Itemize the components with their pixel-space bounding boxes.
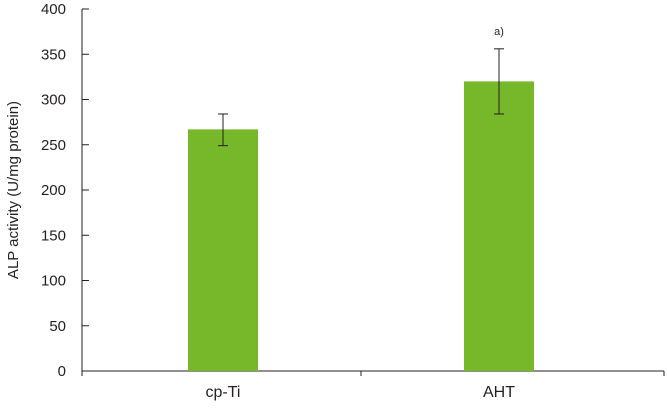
- y-tick-label: 150: [41, 227, 66, 244]
- x-category-label: cp-Ti: [206, 384, 241, 401]
- annotations: a): [494, 26, 504, 38]
- x-axis-category-labels: cp-Ti AHT: [206, 384, 516, 401]
- y-axis-ticks: 0 50 100 150 200 250 300 350 400: [41, 1, 89, 380]
- bar-aht: [464, 81, 534, 372]
- y-tick-label: 100: [41, 273, 66, 290]
- y-tick-label: 200: [41, 182, 66, 199]
- bars: [188, 81, 534, 372]
- y-tick-label: 0: [58, 363, 66, 380]
- y-tick-label: 400: [41, 1, 66, 18]
- y-axis-title: ALP activity (U/mg protein): [5, 101, 22, 279]
- y-tick-label: 250: [41, 137, 66, 154]
- bar-cp-ti: [188, 129, 258, 371]
- y-tick-label: 350: [41, 46, 66, 63]
- y-tick-label: 50: [49, 318, 66, 335]
- error-bars: [218, 48, 504, 147]
- significance-annotation: a): [494, 26, 504, 38]
- y-tick-label: 300: [41, 92, 66, 109]
- axes: [81, 9, 665, 376]
- x-category-label: AHT: [483, 384, 515, 401]
